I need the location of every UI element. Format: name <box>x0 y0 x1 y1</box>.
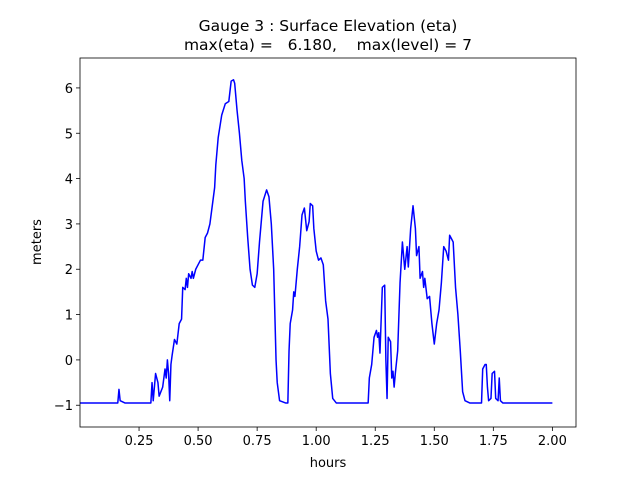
chart-title: Gauge 3 : Surface Elevation (eta) <box>199 17 458 35</box>
y-tick-label: 4 <box>65 173 73 188</box>
x-tick-label: 1.25 <box>361 434 390 449</box>
y-tick-label: 3 <box>65 218 73 233</box>
x-tick-label: 2.00 <box>538 434 567 449</box>
x-axis-label: hours <box>310 456 347 471</box>
y-tick-label: 6 <box>65 82 73 97</box>
y-tick-label: −1 <box>54 399 73 414</box>
x-tick-label: 0.50 <box>184 434 213 449</box>
x-tick-label: 1.00 <box>302 434 331 449</box>
y-tick-label: 2 <box>65 263 73 278</box>
x-tick-label: 1.50 <box>420 434 449 449</box>
plot-frame <box>79 57 577 428</box>
x-tick-label: 1.75 <box>479 434 508 449</box>
x-tick-label: 0.75 <box>243 434 272 449</box>
y-tick-label: 0 <box>65 354 73 369</box>
y-tick-label: 1 <box>65 309 73 324</box>
x-tick-label: 0.25 <box>125 434 154 449</box>
y-axis-label: meters <box>30 219 45 265</box>
y-tick-label: 5 <box>65 127 73 142</box>
chart-subtitle: max(eta) = 6.180, max(level) = 7 <box>184 36 472 54</box>
data-line <box>80 79 553 404</box>
